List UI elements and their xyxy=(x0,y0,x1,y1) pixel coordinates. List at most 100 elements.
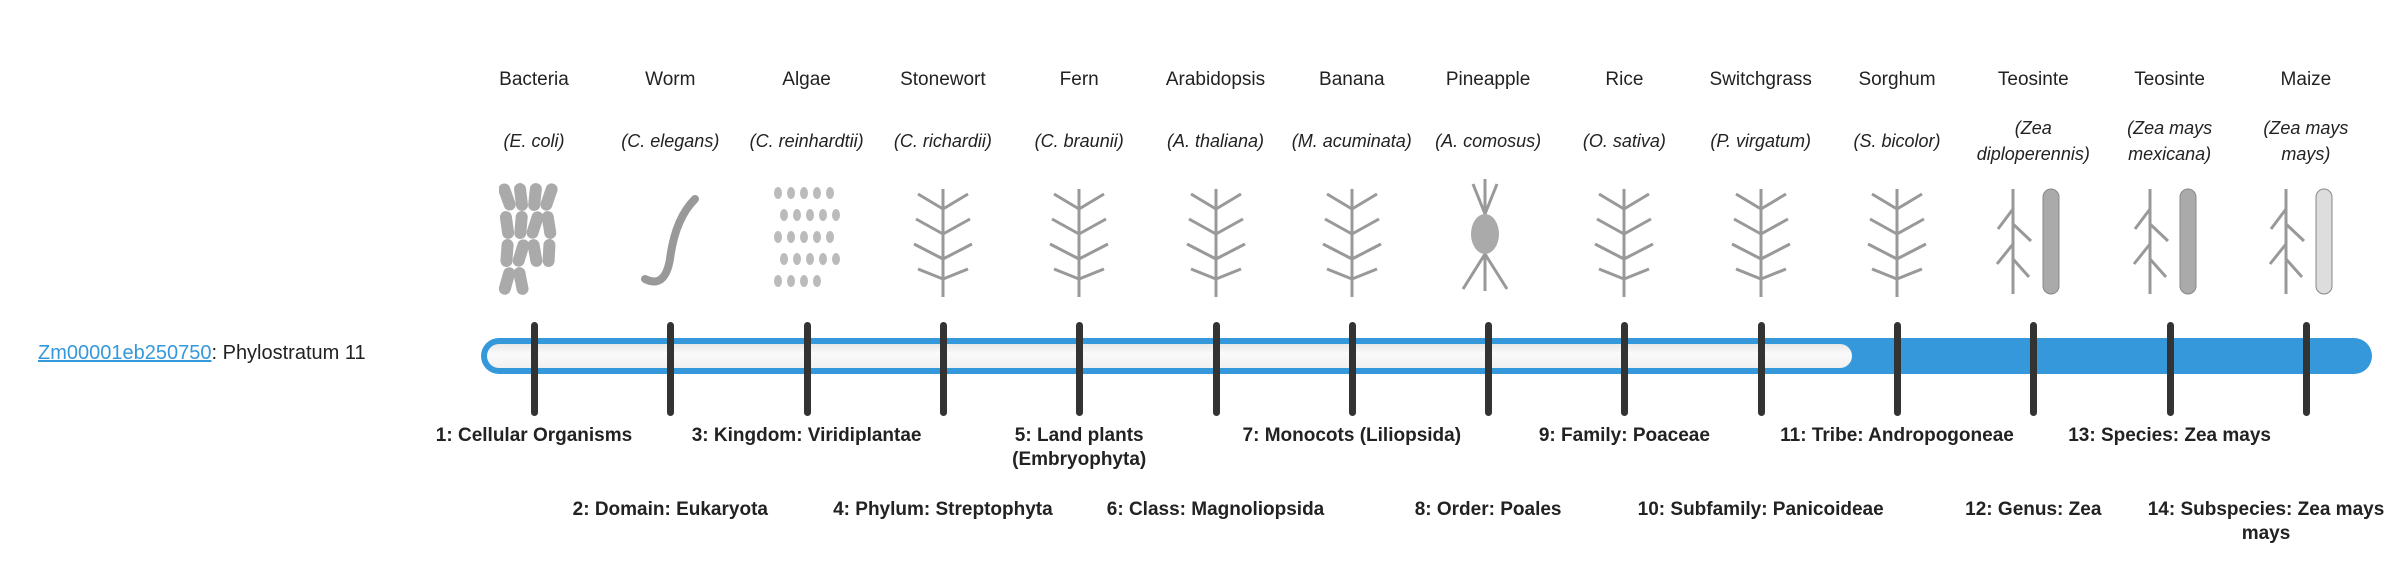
stratum-number: 6: xyxy=(1106,499,1124,520)
stratum-name: Species: Zea mays xyxy=(2100,425,2271,446)
organism-scientific-name: (M. acuminata) xyxy=(1288,106,1416,176)
rice-illustration-icon xyxy=(1560,176,1688,301)
scientific-name-text: (C. braunii) xyxy=(1034,131,1124,151)
stratum-name: Subspecies: Zea mays mays xyxy=(2180,499,2385,544)
scientific-name-text: (C. richardii) xyxy=(893,131,992,151)
pineapple-illustration-icon xyxy=(1424,176,1552,301)
organism-column: Stonewort (C. richardii) xyxy=(879,66,1007,301)
stratum-label: 10: Subfamily: Panicoideae xyxy=(1633,498,1889,522)
organism-name: Bacteria xyxy=(499,69,569,90)
scientific-name-text: (C. elegans) xyxy=(621,131,720,151)
stratum-tick xyxy=(1757,322,1765,416)
organism-scientific-name: (S. bicolor) xyxy=(1833,106,1961,176)
organism-column: Fern (C. braunii) xyxy=(1015,66,1143,301)
scientific-name-text: (Zea diploperennis) xyxy=(1976,118,2090,164)
scientific-name-text: (E. coli) xyxy=(503,131,565,151)
stratum-label: 9: Family: Poaceae xyxy=(1496,424,1752,448)
organism-column: Teosinte (Zea diploperennis) xyxy=(1969,66,2097,301)
stratum-label: 1: Cellular Organisms xyxy=(406,424,662,448)
organism-scientific-name: (O. sativa) xyxy=(1560,106,1688,176)
organism-scientific-name: (Zea mays mexicana) xyxy=(2106,106,2234,176)
stratum-number: 5: xyxy=(1014,425,1032,446)
organism-scientific-name: (A. thaliana) xyxy=(1152,106,1280,176)
stratum-label: 2: Domain: Eukaryota xyxy=(542,498,798,522)
teosinte-illustration-icon xyxy=(1969,176,2097,301)
stratum-tick xyxy=(2166,322,2174,416)
stratum-label: 6: Class: Magnoliopsida xyxy=(1088,498,1344,522)
stratum-label: 12: Genus: Zea xyxy=(1905,498,2161,522)
scientific-name-text: (A. thaliana) xyxy=(1166,131,1265,151)
stratum-label: 8: Order: Poales xyxy=(1360,498,1616,522)
stratum-name: Phylum: Streptophyta xyxy=(855,499,1053,520)
organism-name: Switchgrass xyxy=(1709,69,1812,90)
stratum-tick xyxy=(531,322,538,416)
stratum-tick xyxy=(1348,322,1356,416)
stratum-tick xyxy=(2302,322,2310,416)
stratum-tick xyxy=(803,322,811,416)
organism-name: Teosinte xyxy=(2134,69,2205,90)
stratum-number: 12: xyxy=(1965,499,1993,520)
organism-scientific-name: (C. elegans) xyxy=(606,106,734,176)
organism-column: Switchgrass (P. virgatum) xyxy=(1697,66,1825,301)
organism-scientific-name: (E. coli) xyxy=(470,106,598,176)
organism-scientific-name: (C. richardii) xyxy=(879,106,1007,176)
stratum-label: 11: Tribe: Andropogoneae xyxy=(1769,424,2025,448)
organism-name: Rice xyxy=(1605,69,1644,90)
organism-name: Fern xyxy=(1059,69,1099,90)
stratum-name: Subfamily: Panicoideae xyxy=(1670,499,1884,520)
scientific-name-text: (C. reinhardtii) xyxy=(749,131,864,151)
organism-scientific-name: (Zea mays mays) xyxy=(2242,106,2370,176)
stratum-name: Monocots (Liliopsida) xyxy=(1264,425,1462,446)
stratum-number: 7: xyxy=(1242,425,1260,446)
organism-name: Stonewort xyxy=(900,69,986,90)
stratum-number: 9: xyxy=(1538,425,1556,446)
organism-scientific-name: (Zea diploperennis) xyxy=(1969,106,2097,176)
organism-name: Sorghum xyxy=(1858,69,1936,90)
organism-scientific-name: (P. virgatum) xyxy=(1697,106,1825,176)
organism-column: Arabidopsis (A. thaliana) xyxy=(1152,66,1280,301)
stratum-tick xyxy=(1212,322,1220,416)
gene-phylostratum-label: Zm00001eb250750: Phylostratum 11 xyxy=(38,342,366,365)
organism-name: Maize xyxy=(2280,69,2332,90)
stratum-number: 8: xyxy=(1414,499,1432,520)
arabidopsis-illustration-icon xyxy=(1152,176,1280,301)
organism-column: Rice (O. sativa) xyxy=(1560,66,1688,301)
stratum-tick xyxy=(667,322,675,416)
organism-scientific-name: (A. comosus) xyxy=(1424,106,1552,176)
organism-column: Algae (C. reinhardtii) xyxy=(743,66,871,301)
organism-column: Banana (M. acuminata) xyxy=(1288,66,1416,301)
bar-unfilled-region xyxy=(487,344,1852,368)
organism-name: Worm xyxy=(645,69,696,90)
organism-column: Pineapple (A. comosus) xyxy=(1424,66,1552,301)
stratum-name: Cellular Organisms xyxy=(457,425,633,446)
gene-id-link[interactable]: Zm00001eb250750 xyxy=(38,342,212,364)
organism-column: Teosinte (Zea mays mexicana) xyxy=(2106,66,2234,301)
stratum-label: 4: Phylum: Streptophyta xyxy=(815,498,1071,522)
switchgrass-illustration-icon xyxy=(1697,176,1825,301)
organism-column: Maize (Zea mays mays) xyxy=(2242,66,2370,301)
stratum-name: Kingdom: Viridiplantae xyxy=(713,425,922,446)
banana-illustration-icon xyxy=(1288,176,1416,301)
bacteria-illustration-icon xyxy=(470,176,598,301)
algae-illustration-icon xyxy=(743,176,871,301)
maize-illustration-icon xyxy=(2242,176,2370,301)
worm-illustration-icon xyxy=(606,176,734,301)
scientific-name-text: (S. bicolor) xyxy=(1853,131,1941,151)
stratum-number: 14: xyxy=(2147,499,2176,520)
stratum-number: 3: xyxy=(691,425,709,446)
phylostratum-text: : Phylostratum 11 xyxy=(211,342,366,364)
stratum-name: Order: Poales xyxy=(1436,499,1562,520)
scientific-name-text: (A. comosus) xyxy=(1435,131,1542,151)
stratum-label: 13: Species: Zea mays xyxy=(2042,424,2298,448)
stratum-number: 2: xyxy=(572,499,590,520)
stratum-tick xyxy=(1894,322,1901,416)
stratum-number: 1: xyxy=(435,425,453,446)
organism-name: Pineapple xyxy=(1445,69,1531,90)
stratum-name: Genus: Zea xyxy=(1997,499,2102,520)
teosinte-illustration-icon xyxy=(2106,176,2234,301)
organism-scientific-name: (C. braunii) xyxy=(1015,106,1143,176)
sorghum-illustration-icon xyxy=(1833,176,1961,301)
stonewort-illustration-icon xyxy=(879,176,1007,301)
organism-column: Sorghum (S. bicolor) xyxy=(1833,66,1961,301)
organism-column: Worm (C. elegans) xyxy=(606,66,734,301)
